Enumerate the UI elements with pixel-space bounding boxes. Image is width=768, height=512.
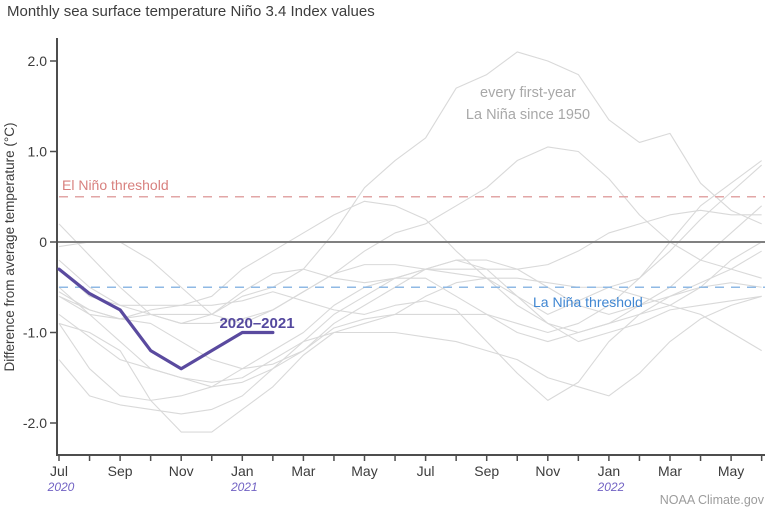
lanina-threshold-label: La Niña threshold — [533, 294, 643, 310]
gray-series-line — [58, 295, 762, 397]
text-layer: Monthly sea surface temperature Niño 3.4… — [2, 3, 765, 507]
y-axis-label: Difference from average temperature (°C) — [2, 123, 17, 372]
x-tick-label: Mar — [291, 463, 315, 479]
x-tick-label: Mar — [658, 463, 682, 479]
x-tick-label: Jan — [231, 463, 254, 479]
highlight-series-label: 2020–2021 — [219, 315, 294, 332]
y-tick-label: -1.0 — [23, 325, 47, 341]
highlight-series-layer — [57, 267, 275, 371]
y-tick-label: -2.0 — [23, 415, 47, 431]
gray-series-line — [58, 164, 763, 325]
x-tick-label: Sep — [474, 463, 499, 479]
gray-series-line — [58, 200, 762, 334]
threshold-lines-layer — [59, 195, 765, 289]
gray-series-line — [58, 250, 762, 401]
y-tick-label: 0 — [39, 234, 47, 250]
x-tick-label: May — [351, 463, 377, 479]
gray-series-line — [58, 277, 762, 433]
x-tick-label: May — [718, 463, 744, 479]
gray-series-line — [58, 282, 762, 401]
elnino-threshold-label: El Niño threshold — [62, 177, 169, 193]
x-tick-label: Jan — [598, 463, 621, 479]
highlight-series-line — [57, 267, 275, 371]
x-tick-label: Sep — [108, 463, 133, 479]
y-tick-label: 1.0 — [28, 144, 48, 160]
x-year-label: 2020 — [47, 480, 75, 494]
x-tick-label: Jul — [417, 463, 435, 479]
gray-series-line — [58, 209, 762, 415]
x-tick-label: Nov — [535, 463, 560, 479]
gray-series-layer — [58, 51, 763, 433]
chart-title: Monthly sea surface temperature Niño 3.4… — [7, 3, 375, 20]
gray-series-line — [58, 160, 762, 370]
gray-series-line — [58, 51, 762, 320]
gray-series-line — [58, 146, 762, 325]
x-tick-label: Nov — [169, 463, 194, 479]
gray-series-annotation-line2: La Niña since 1950 — [466, 107, 590, 123]
x-year-label: 2022 — [597, 480, 625, 494]
x-year-label: 2021 — [230, 480, 258, 494]
y-tick-label: 2.0 — [28, 53, 48, 69]
x-tick-label: Jul — [50, 463, 68, 479]
attribution: NOAA Climate.gov — [660, 493, 765, 507]
axes-layer: 2.0 1.0 0 -1.0 -2.0 Jul Sep Nov Jan Mar May Jul Sep N… — [23, 38, 765, 494]
gray-series-annotation-line1: every first-year — [480, 85, 576, 101]
